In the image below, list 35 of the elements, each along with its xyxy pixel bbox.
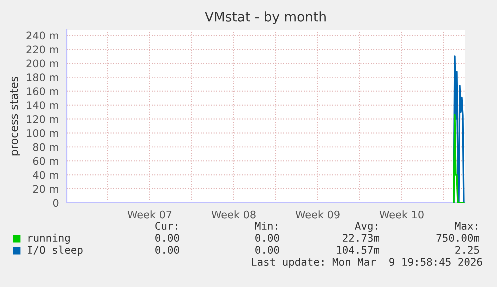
y-tick-label: 160 m [27,88,58,96]
text: Min: [255,222,278,230]
text: Cur: [156,222,178,230]
legend-label: running [28,234,70,244]
x-tick-label: Week 07 [128,210,172,219]
legend-label: I/O sleep [28,246,83,256]
y-tick-label: 220 m [26,46,58,54]
y-tick-label: 60 m [33,157,58,166]
text: 0.00 [156,246,180,254]
text: 0.00 [256,234,280,242]
y-tick-label: 0 [53,199,59,208]
text: 0.00 [156,234,180,242]
y-tick-label: 100 m [27,129,58,138]
text: 0.00 [256,246,280,254]
line-series [453,56,465,203]
y-tick-label: 140 m [27,102,58,110]
y-tick-label: 80 m [33,143,58,152]
x-tick-label: Week 08 [212,210,256,219]
text: 750.00m [436,234,480,242]
text: 22.73m [343,234,380,242]
y-tick-label: 200 m [26,60,58,68]
text: 104.57m [337,246,380,254]
y-tick-label: 40 m [33,171,58,180]
text: Last update: Mon Mar 9 19:58:45 2026 [252,258,482,268]
y-tick-label: 240 m [26,32,58,40]
y-axis-title: process states [10,76,20,156]
y-tick-label: 180 m [27,74,58,82]
x-tick-label: Week 10 [380,210,424,219]
y-tick-label: 120 m [27,116,58,124]
text: Avg: [355,222,378,232]
y-tick-label: 20 m [33,185,58,194]
x-tick-label: Week 09 [296,210,340,219]
text: Max: [455,222,478,230]
chart-title: VMstat - by month [205,12,326,24]
text: 2.25 [456,246,480,254]
